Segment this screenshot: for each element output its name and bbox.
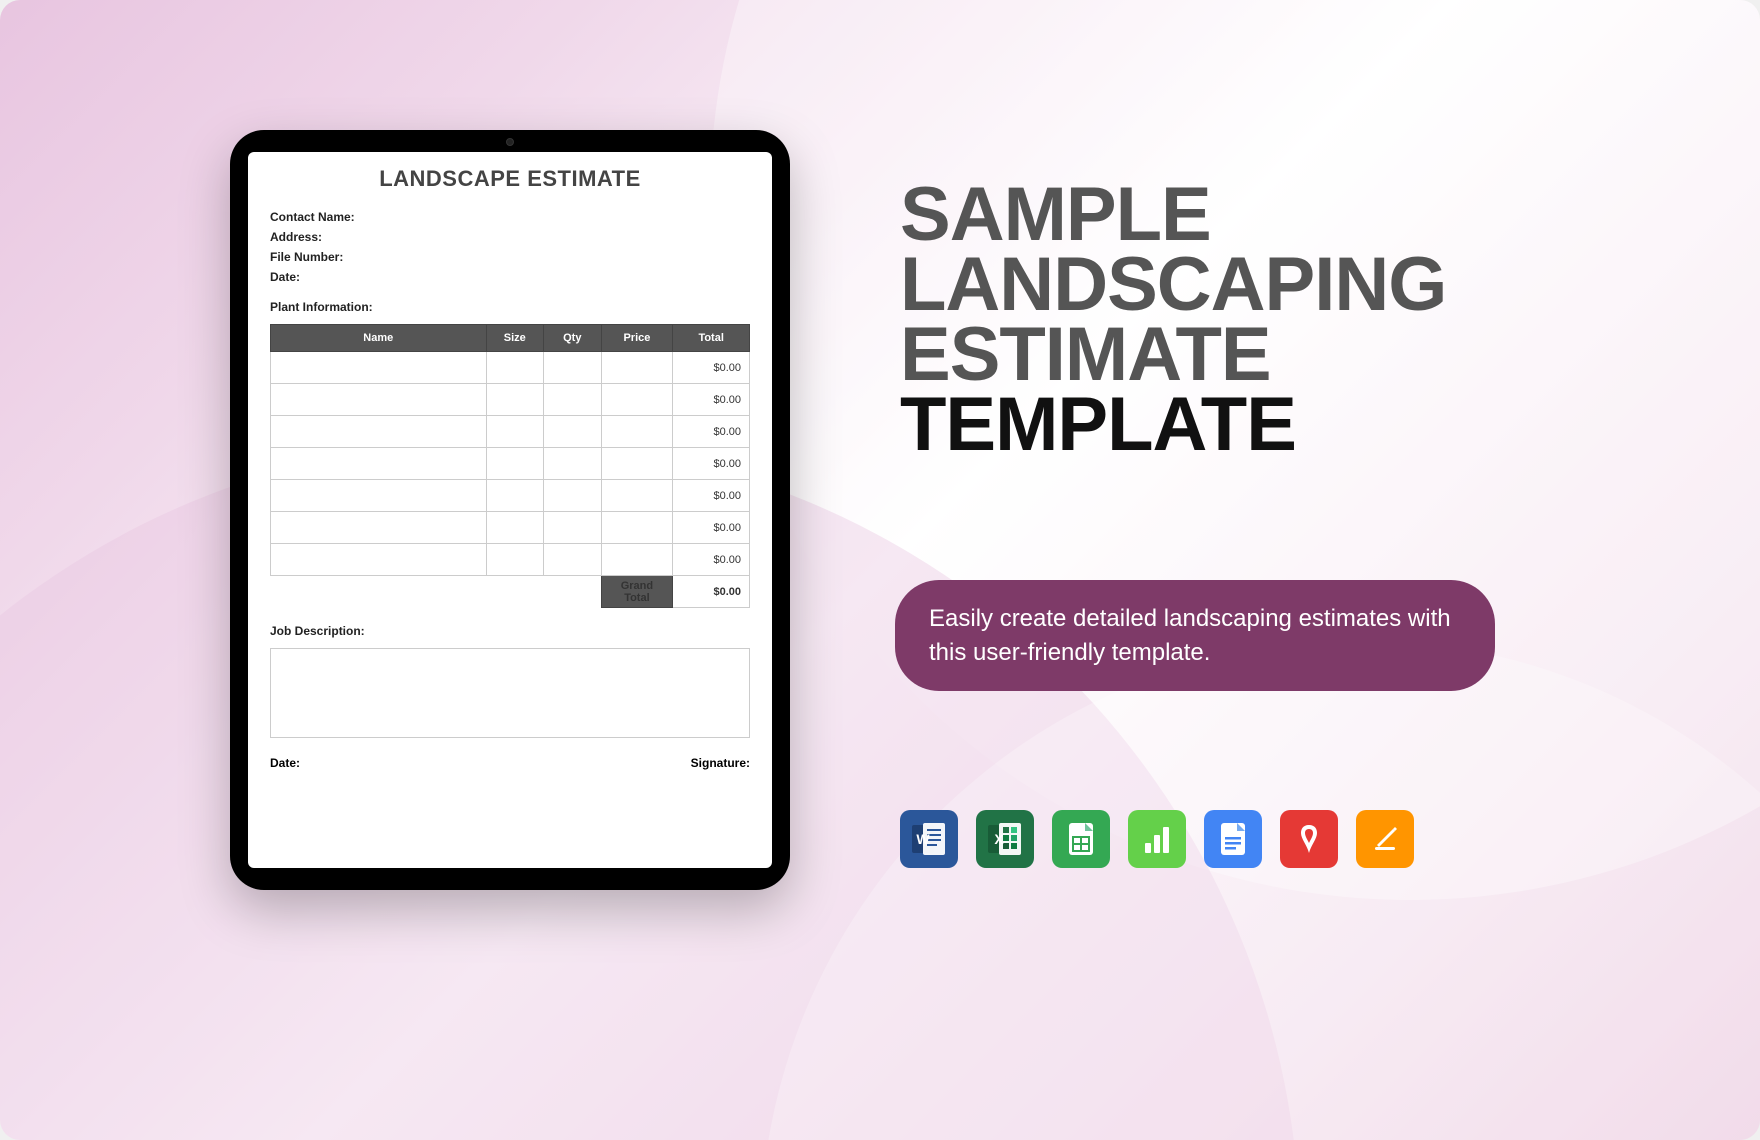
grand-total-label: Grand Total (601, 576, 673, 608)
table-cell (486, 384, 543, 416)
table-cell (544, 544, 601, 576)
footer-signature: Signature: (691, 756, 750, 770)
table-cell: $0.00 (673, 544, 750, 576)
table-cell (601, 544, 673, 576)
field-date: Date: (270, 270, 750, 284)
table-cell (486, 416, 543, 448)
field-contact: Contact Name: (270, 210, 750, 224)
description-pill: Easily create detailed landscaping estim… (895, 580, 1495, 691)
table-cell: $0.00 (673, 448, 750, 480)
table-cell: $0.00 (673, 512, 750, 544)
table-row: $0.00 (271, 480, 750, 512)
table-cell (601, 512, 673, 544)
table-cell (544, 512, 601, 544)
table-cell (544, 384, 601, 416)
table-cell (486, 480, 543, 512)
table-cell (271, 544, 487, 576)
footer-date: Date: (270, 756, 300, 770)
google-docs-icon[interactable] (1204, 810, 1262, 868)
description-text: Easily create detailed landscaping estim… (929, 605, 1451, 666)
table-row: $0.00 (271, 384, 750, 416)
document-title: LANDSCAPE ESTIMATE (270, 166, 750, 192)
headline-line4: TEMPLATE (900, 382, 1296, 467)
table-row: $0.00 (271, 544, 750, 576)
table-cell: $0.00 (673, 384, 750, 416)
grand-total-value: $0.00 (673, 576, 750, 608)
table-row: $0.00 (271, 352, 750, 384)
table-cell (271, 480, 487, 512)
google-sheets-icon[interactable] (1052, 810, 1110, 868)
job-description-label: Job Description: (270, 624, 750, 638)
plant-info-label: Plant Information: (270, 300, 750, 314)
table-header-row: Name Size Qty Price Total (271, 325, 750, 352)
svg-text:X: X (994, 831, 1004, 847)
col-size: Size (486, 325, 543, 352)
headline: SAMPLE LANDSCAPING ESTIMATE TEMPLATE (900, 180, 1540, 460)
col-name: Name (271, 325, 487, 352)
format-icons-row: WX (900, 810, 1414, 868)
table-cell (271, 384, 487, 416)
table-row: $0.00 (271, 416, 750, 448)
table-cell (486, 512, 543, 544)
field-file-number: File Number: (270, 250, 750, 264)
document-footer: Date: Signature: (270, 756, 750, 770)
grand-total-row: Grand Total $0.00 (271, 576, 750, 608)
table-cell (544, 448, 601, 480)
template-promo-card: LANDSCAPE ESTIMATE Contact Name: Address… (0, 0, 1760, 1140)
table-cell (601, 416, 673, 448)
table-cell: $0.00 (673, 480, 750, 512)
table-cell (486, 352, 543, 384)
table-cell (544, 416, 601, 448)
table-cell (544, 480, 601, 512)
pages-icon[interactable] (1356, 810, 1414, 868)
field-address: Address: (270, 230, 750, 244)
job-description-box (270, 648, 750, 738)
table-cell (486, 544, 543, 576)
numbers-icon[interactable] (1128, 810, 1186, 868)
table-cell (601, 384, 673, 416)
estimate-table: Name Size Qty Price Total $0.00$0.00$0.0… (270, 324, 750, 608)
table-cell (601, 352, 673, 384)
table-row: $0.00 (271, 448, 750, 480)
table-row: $0.00 (271, 512, 750, 544)
tablet-mockup: LANDSCAPE ESTIMATE Contact Name: Address… (230, 130, 790, 890)
table-cell (601, 480, 673, 512)
table-cell (271, 416, 487, 448)
table-cell (271, 448, 487, 480)
col-price: Price (601, 325, 673, 352)
svg-text:W: W (916, 831, 930, 847)
table-cell (271, 512, 487, 544)
table-cell: $0.00 (673, 416, 750, 448)
pdf-icon[interactable] (1280, 810, 1338, 868)
col-total: Total (673, 325, 750, 352)
col-qty: Qty (544, 325, 601, 352)
table-cell (544, 352, 601, 384)
table-cell (486, 448, 543, 480)
table-cell: $0.00 (673, 352, 750, 384)
word-icon[interactable]: W (900, 810, 958, 868)
tablet-screen: LANDSCAPE ESTIMATE Contact Name: Address… (248, 152, 772, 868)
table-cell (601, 448, 673, 480)
table-cell (271, 352, 487, 384)
excel-icon[interactable]: X (976, 810, 1034, 868)
camera-icon (506, 138, 514, 146)
